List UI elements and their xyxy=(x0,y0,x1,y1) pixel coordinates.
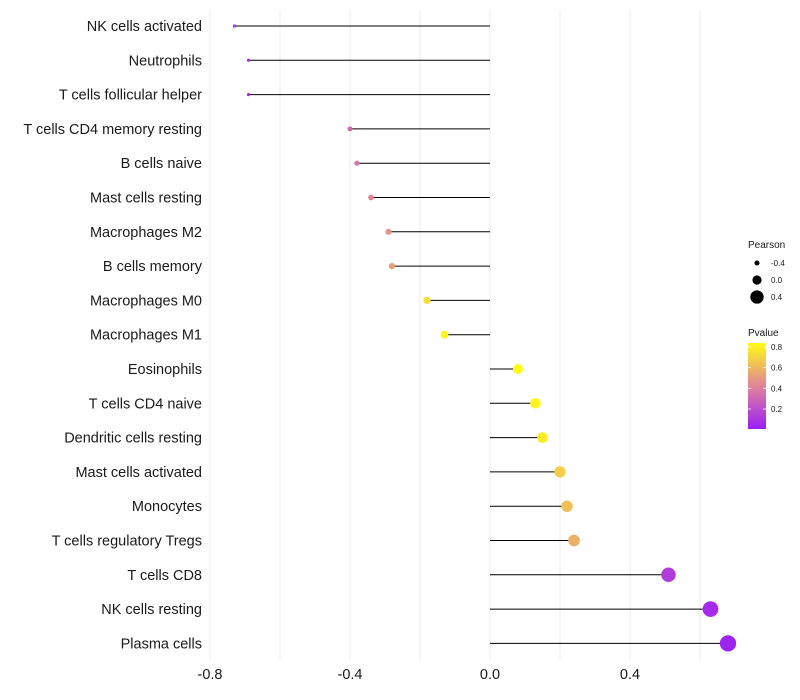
pvalue-legend-label: 0.4 xyxy=(771,384,783,393)
category-label: Mast cells resting xyxy=(90,191,202,207)
category-label: NK cells resting xyxy=(101,602,202,618)
category-label: T cells CD4 memory resting xyxy=(23,122,202,138)
category-label: Neutrophils xyxy=(129,53,202,69)
category-label: B cells memory xyxy=(103,259,203,275)
x-tick-label: 0.0 xyxy=(480,667,500,683)
pvalue-legend-title: Pvalue xyxy=(748,328,779,339)
category-labels: NK cells activated Neutrophils T cells fol… xyxy=(23,19,202,652)
pearson-legend-label: 0.0 xyxy=(771,276,783,285)
dot-dendritic-cells-resting xyxy=(537,432,548,443)
dot-mast-cells-resting xyxy=(368,194,374,201)
dot-mast-cells-activated xyxy=(554,466,566,478)
category-label: T cells follicular helper xyxy=(59,88,202,104)
x-tick-label: 0.4 xyxy=(620,667,640,683)
category-label: NK cells activated xyxy=(87,19,202,35)
dot-nk-cells-resting xyxy=(702,601,719,617)
pearson-legend-title: Pearson xyxy=(748,240,785,251)
dot-macrophages-m0 xyxy=(423,296,431,305)
pearson-legend-label: -0.4 xyxy=(771,259,785,268)
dot-t-cells-cd8 xyxy=(661,567,676,583)
category-label: Macrophages M0 xyxy=(90,293,202,309)
dot-macrophages-m1 xyxy=(440,330,449,339)
dot-neutrophils xyxy=(246,58,251,62)
dot-b-cells-naive xyxy=(354,160,360,166)
category-label: T cells regulatory Tregs xyxy=(52,534,202,550)
category-label: T cells CD4 naive xyxy=(89,396,202,412)
dot-t-cells-cd4-naive xyxy=(530,398,541,409)
x-tick-label: -0.8 xyxy=(198,667,223,683)
category-label: Monocytes xyxy=(132,499,202,515)
pearson-legend-key xyxy=(754,260,760,266)
dot-monocytes xyxy=(561,500,573,512)
dot-eosinophils xyxy=(512,363,524,375)
pvalue-color-legend: Pvalue 0.8 0.6 0.4 0.2 xyxy=(748,328,783,429)
category-label: Eosinophils xyxy=(128,362,202,378)
dot-macrophages-m2 xyxy=(385,228,392,235)
dot-plasma-cells xyxy=(719,635,737,652)
pvalue-legend-label: 0.8 xyxy=(771,343,783,352)
x-tick-label: -0.4 xyxy=(338,667,363,683)
category-label: B cells naive xyxy=(121,156,202,172)
category-label: Dendritic cells resting xyxy=(64,431,202,447)
pvalue-legend-label: 0.2 xyxy=(771,405,783,414)
lollipop-dots xyxy=(232,24,737,652)
pearson-legend-key xyxy=(750,290,764,304)
category-label: Macrophages M1 xyxy=(90,328,202,344)
category-label: Macrophages M2 xyxy=(90,225,202,241)
dot-nk-cells-activated xyxy=(232,24,237,28)
dot-b-cells-memory xyxy=(388,262,396,270)
category-label: Plasma cells xyxy=(121,636,202,652)
dot-t-cells-cd4-memory-resting xyxy=(347,126,353,132)
category-label: Mast cells activated xyxy=(75,465,202,481)
category-label: T cells CD8 xyxy=(127,568,202,584)
dot-t-cells-follicular-helper xyxy=(246,93,251,97)
lollipop-stems xyxy=(234,25,728,644)
pvalue-legend-label: 0.6 xyxy=(771,364,783,373)
x-axis-ticks: -0.8 -0.4 0.0 0.4 xyxy=(198,667,641,683)
pearson-legend-label: 0.4 xyxy=(771,293,783,302)
dot-t-cells-regulatory-tregs xyxy=(568,534,580,547)
pvalue-colorbar xyxy=(748,343,766,429)
pearson-legend-key xyxy=(752,275,762,285)
pearson-size-legend: Pearson -0.4 0.0 0.4 xyxy=(748,240,785,304)
